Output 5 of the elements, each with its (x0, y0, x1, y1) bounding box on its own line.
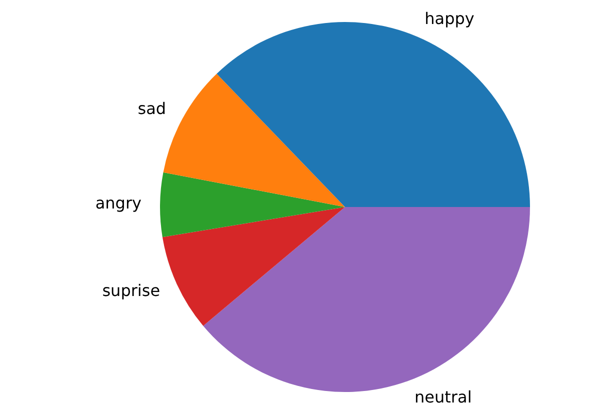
slice-label: angry (95, 194, 142, 213)
slice-label: sad (138, 99, 166, 118)
slice-label: suprise (102, 281, 160, 300)
slice-label: neutral (414, 387, 472, 405)
slice-label: happy (424, 8, 474, 28)
